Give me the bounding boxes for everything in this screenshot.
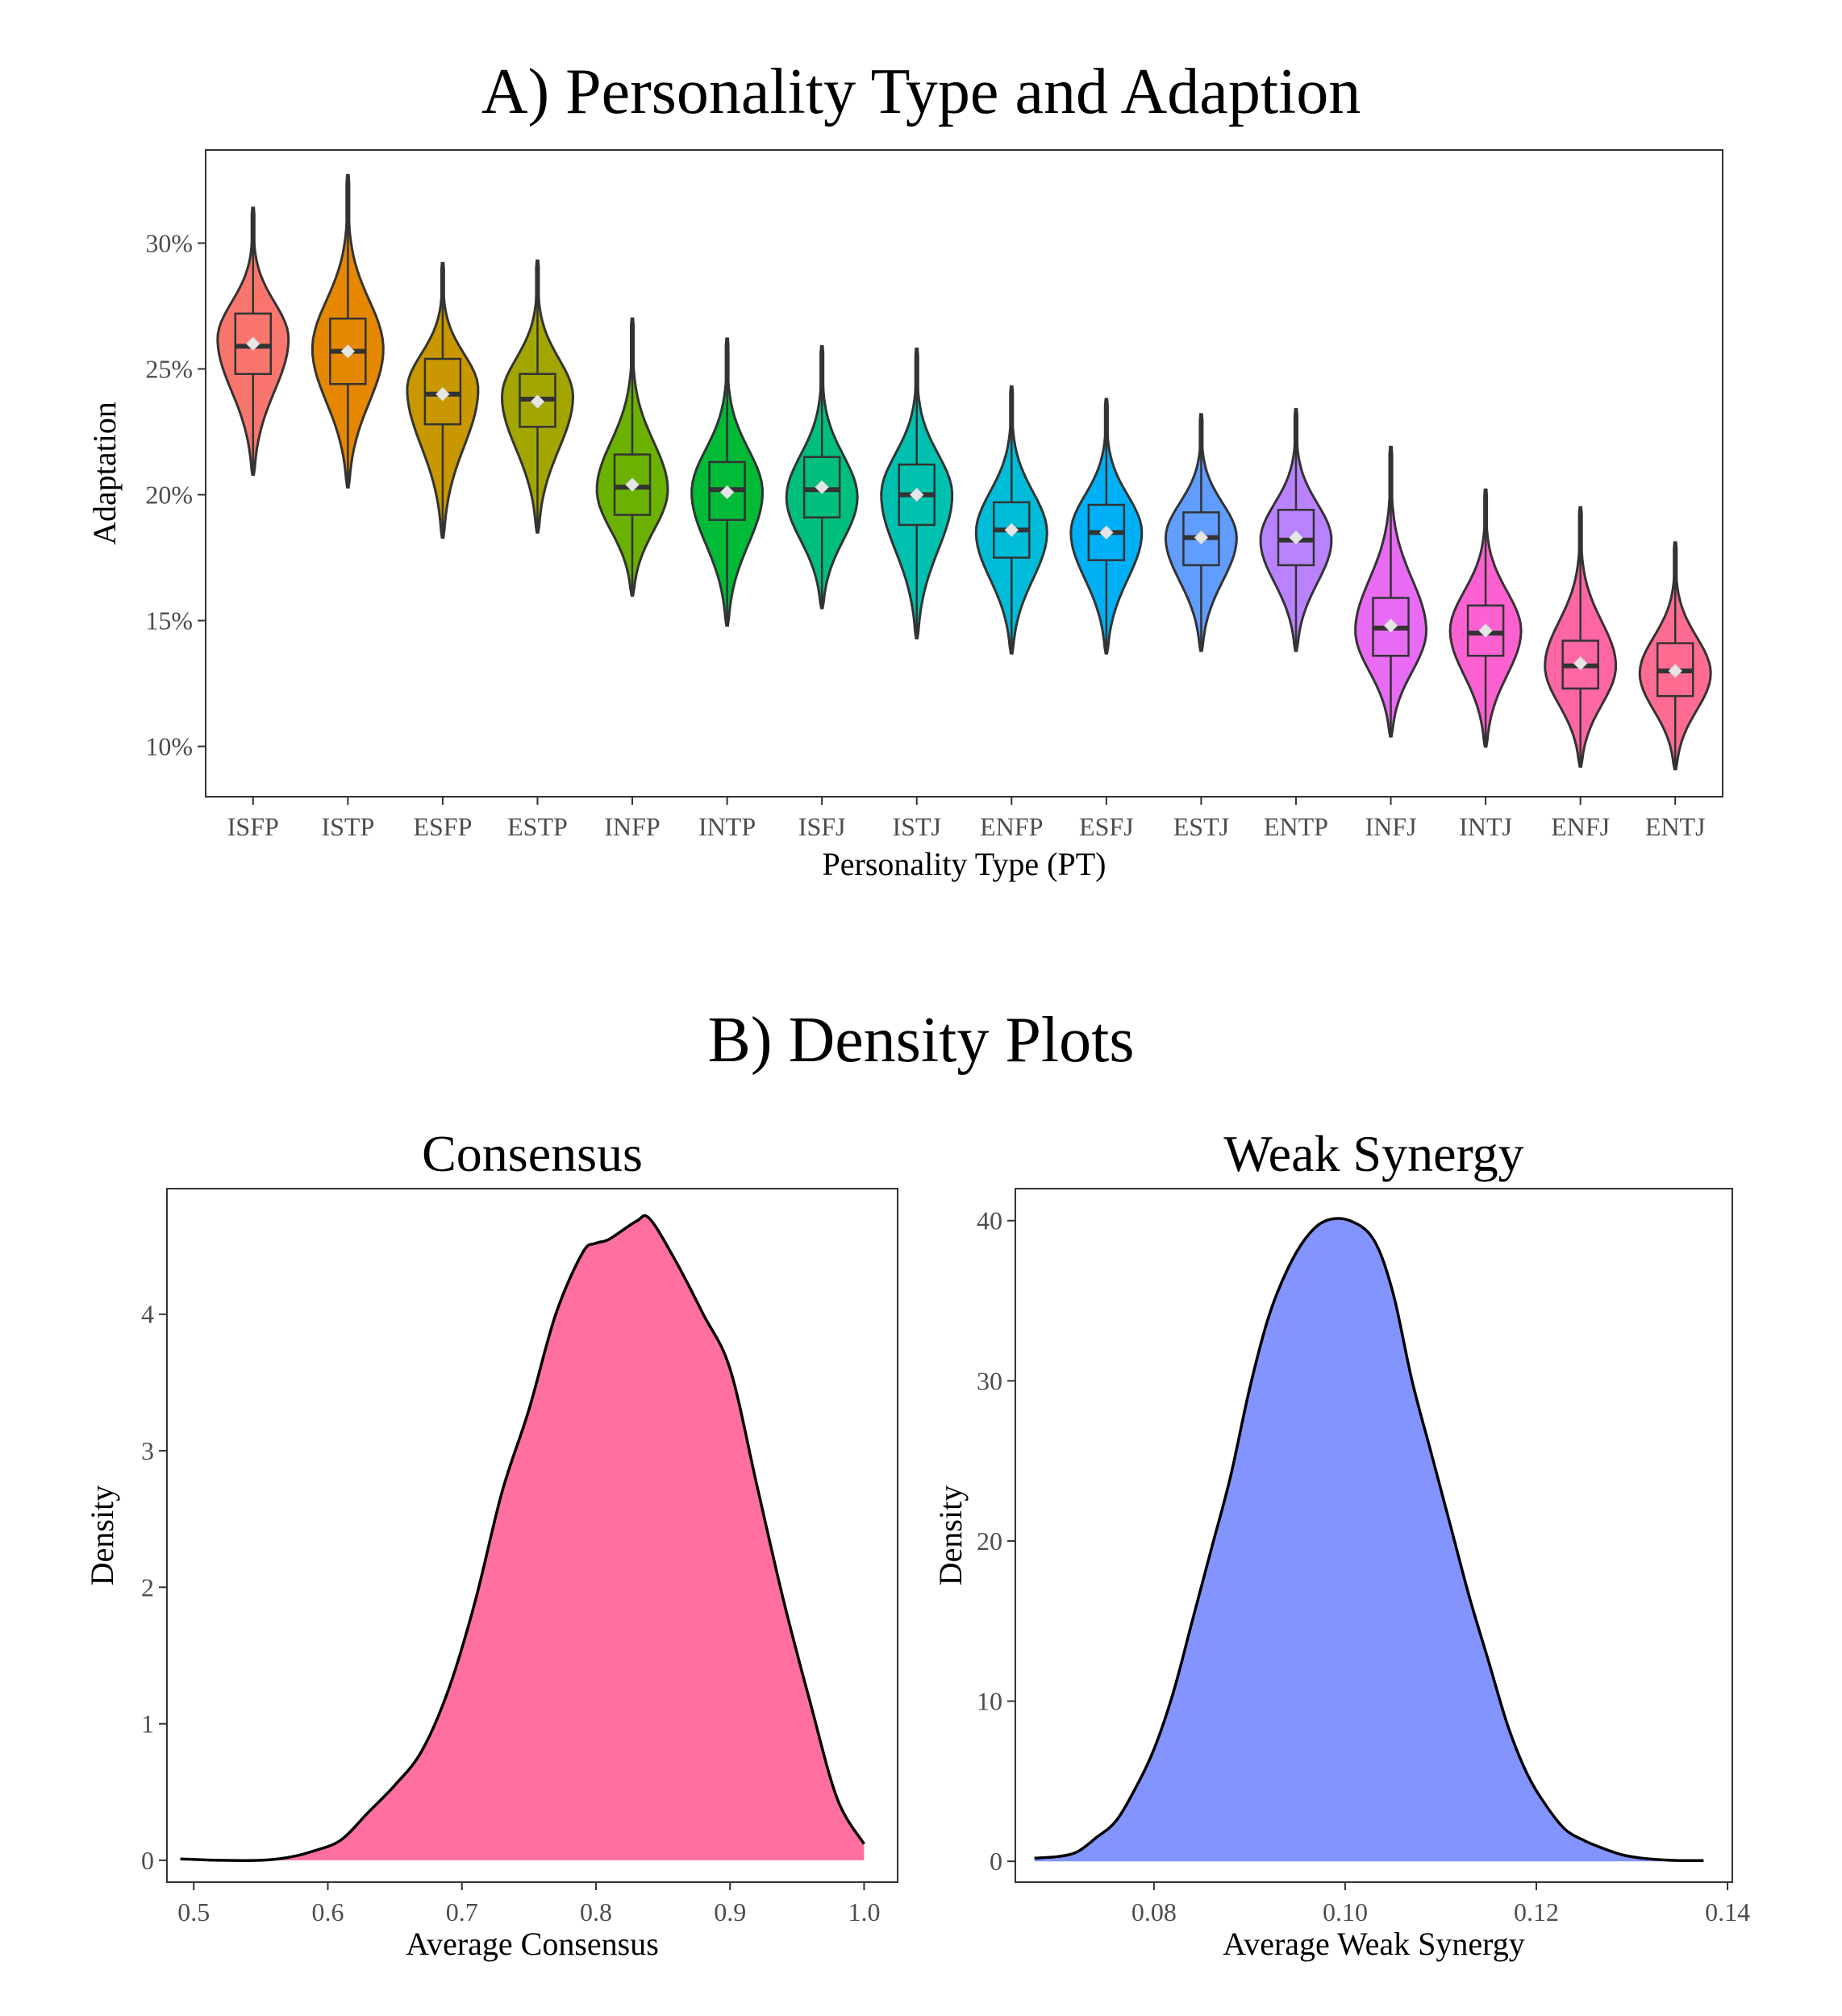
x-tick-label: 0.10 (1323, 1897, 1368, 1926)
density-curve (180, 1214, 865, 1862)
y-tick-label: 20 (977, 1527, 1002, 1556)
x-tick-label: ENTP (1264, 812, 1328, 841)
y-tick-label: 40 (977, 1206, 1002, 1235)
y-tick-label: 30% (145, 228, 193, 257)
x-axis-title: Average Consensus (406, 1926, 659, 1962)
panel-b-title: B) Density Plots (708, 1005, 1135, 1076)
x-tick-label: 0.6 (311, 1897, 344, 1926)
y-tick-label: 0 (141, 1846, 154, 1875)
x-tick-label: 0.5 (177, 1897, 210, 1926)
x-tick-label: ISFP (227, 812, 279, 841)
x-tick-label: 0.12 (1514, 1897, 1559, 1926)
density-area (1034, 1218, 1704, 1862)
x-tick-label: INFJ (1365, 812, 1417, 841)
x-tick-label: ISFJ (798, 812, 846, 841)
y-axis-title: Density (84, 1485, 120, 1585)
x-tick-label: 1.0 (848, 1897, 880, 1926)
mean-marker (625, 477, 640, 492)
x-tick-label: 0.7 (446, 1897, 478, 1926)
x-tick-label: INTP (698, 812, 756, 841)
x-tick-label: 0.8 (580, 1897, 612, 1926)
weak-synergy-density-chart: Weak Synergy 0.08 0.10 0.12 0.14 0 10 20 30 40 Ave… (932, 1125, 1750, 1962)
box-intj (1466, 604, 1505, 657)
y-tick-label: 0 (990, 1847, 1002, 1876)
box-isfj (802, 456, 841, 519)
x-tick-label: 0.9 (714, 1897, 746, 1926)
density-curve (1034, 1217, 1704, 1863)
x-tick-label: ENTJ (1645, 812, 1706, 841)
y-tick-label: 30 (977, 1366, 1002, 1395)
box-isfp (234, 312, 273, 375)
mean-marker (1383, 619, 1398, 633)
x-tick-label: ISTJ (892, 812, 940, 841)
x-axis-title: Average Weak Synergy (1223, 1926, 1524, 1962)
x-tick-label: ESTP (507, 812, 568, 841)
mean-marker (1573, 656, 1588, 671)
y-tick-label: 1 (141, 1710, 154, 1739)
mean-marker (910, 487, 924, 502)
mean-marker (1478, 623, 1493, 638)
mean-marker (246, 336, 260, 351)
x-tick-label: 0.08 (1131, 1897, 1177, 1926)
x-tick-label: 0.14 (1705, 1897, 1750, 1926)
panel-a-title: A) Personality Type and Adaption (481, 56, 1361, 127)
y-tick-label: 10% (145, 732, 193, 761)
x-tick-label: ESFJ (1079, 812, 1134, 841)
y-tick-label: 20% (145, 481, 193, 510)
x-tick-label: ENFP (980, 812, 1043, 841)
y-tick-label: 2 (141, 1572, 154, 1602)
mean-marker (1004, 523, 1019, 537)
y-tick-label: 15% (145, 606, 193, 635)
x-tick-label: ESTJ (1173, 812, 1229, 841)
density-title: Weak Synergy (1223, 1125, 1523, 1182)
mean-marker (1194, 530, 1209, 545)
x-tick-label: ISTP (321, 812, 374, 841)
mean-marker (530, 394, 545, 409)
mean-marker (719, 485, 735, 500)
x-tick-label: INFP (604, 812, 660, 841)
y-axis-title: Adaptation (86, 402, 123, 545)
x-axis-title: Personality Type (PT) (823, 846, 1106, 882)
mean-marker (340, 344, 356, 359)
mean-marker (1289, 530, 1303, 545)
violin-chart: 10% 15% 20% 25% 30% ISFP ISTP ESFP ESTP INFP INTP I… (86, 149, 1723, 882)
density-title: Consensus (422, 1125, 643, 1182)
density-area (180, 1215, 865, 1861)
mean-marker (1668, 664, 1682, 678)
consensus-density-chart: Consensus 0.5 0.6 0.7 0.8 0.9 1.0 0 1 2 3 4 Average … (84, 1125, 898, 1962)
x-tick-label: INTJ (1459, 812, 1512, 841)
x-tick-label: ENFJ (1551, 812, 1610, 841)
mean-marker (815, 480, 829, 494)
y-tick-label: 3 (141, 1436, 154, 1465)
y-tick-label: 25% (145, 354, 193, 383)
y-axis-title: Density (932, 1485, 969, 1585)
x-tick-label: ESFP (413, 812, 472, 841)
y-tick-label: 10 (977, 1687, 1002, 1716)
mean-marker (1099, 525, 1114, 540)
y-tick-label: 4 (141, 1300, 154, 1329)
mean-marker (435, 386, 450, 402)
